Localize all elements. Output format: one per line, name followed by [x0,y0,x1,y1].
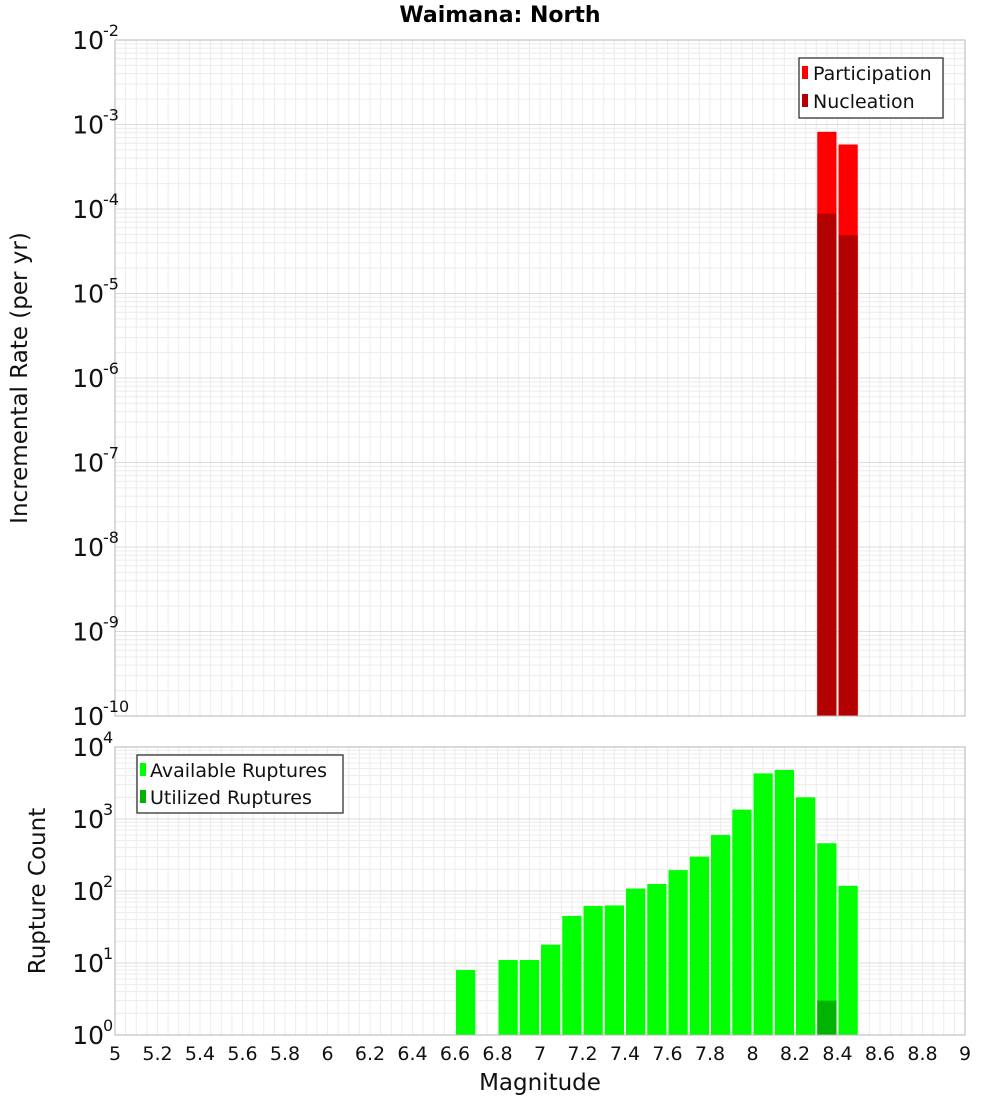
bottom-bar-available-ruptures [838,885,858,1035]
x-tick-label: 8.2 [780,1043,810,1065]
x-tick-label: 6 [321,1043,333,1065]
legend-swatch-nucleation [802,94,808,107]
bottom-bar-available-ruptures [647,884,667,1035]
bottom-bar-available-ruptures [774,769,794,1035]
x-tick-label: 8.6 [865,1043,895,1065]
x-tick-label: 7.4 [610,1043,640,1065]
top-bars [817,131,858,717]
legend-label-utilized: Utilized Ruptures [150,787,312,809]
bottom-y-tick-exponent: 3 [103,800,113,819]
legend-label-nucleation: Nucleation [813,91,915,113]
top-y-tick-base: 10 [72,533,104,562]
x-tick-label: 7.2 [567,1043,597,1065]
x-tick-label: 6.6 [440,1043,470,1065]
bottom-bar-available-ruptures [753,773,773,1035]
bottom-y-tick-exponent: 0 [103,1016,113,1035]
bottom-bar-available-ruptures [711,834,731,1035]
x-tick-label: 9 [959,1043,971,1065]
top-legend-box [798,57,944,119]
bottom-plot-frame [114,746,966,1036]
legend-swatch-utilized [140,790,146,803]
x-axis-title: Magnitude [479,1070,601,1096]
bottom-bars [456,769,858,1035]
bottom-bar-available-ruptures [604,905,624,1035]
legend-swatch-available [140,763,146,776]
bottom-legend-box [136,754,344,814]
x-tick-label: 5.2 [142,1043,172,1065]
bottom-y-tick-base: 10 [72,877,104,906]
x-tick-label: 7.6 [652,1043,682,1065]
x-tick-label: 5.6 [227,1043,257,1065]
bottom-y-tick-base: 10 [72,949,104,978]
bottom-bar-available-ruptures [626,888,646,1035]
top-y-tick-exponent: -7 [103,444,119,463]
bottom-bar-utilized-ruptures [817,1000,837,1035]
top-y-tick-base: 10 [72,618,104,647]
bottom-bar-available-ruptures [498,960,518,1035]
chart-title: Waimana: North [399,3,600,28]
bottom-y-tick-exponent: 4 [103,728,113,747]
top-y-tick-exponent: -6 [103,359,119,378]
legend-swatch-participation [802,66,808,79]
bottom-y-tick-base: 10 [72,805,104,834]
x-tick-label: 8.4 [822,1043,852,1065]
bottom-y-tick-base: 10 [72,1021,104,1050]
bottom-bar-available-ruptures [689,856,709,1035]
top-plot-frame [114,39,966,717]
bottom-legend: Available Ruptures Utilized Ruptures [136,754,344,814]
legend-label-participation: Participation [813,63,932,85]
top-legend: Participation Nucleation [798,57,944,119]
top-y-tick-exponent: -5 [103,275,119,294]
top-y-tick-labels: 10-210-310-410-510-610-710-810-910-10 [72,21,129,731]
bottom-bar-available-ruptures [796,797,816,1035]
top-y-tick-base: 10 [72,449,104,478]
x-tick-label: 5.4 [185,1043,215,1065]
top-y-tick-exponent: -2 [103,21,119,40]
bottom-bar-available-ruptures [541,944,561,1035]
legend-label-available: Available Ruptures [150,760,327,782]
x-tick-label: 8 [746,1043,758,1065]
top-panel: 10-210-310-410-510-610-710-810-910-10 In… [7,21,966,731]
bottom-bar-available-ruptures [519,960,539,1035]
bottom-y-tick-exponent: 1 [103,944,113,963]
bottom-bar-available-ruptures [456,969,476,1035]
top-y-tick-exponent: -8 [103,528,119,547]
x-tick-label: 5.8 [270,1043,300,1065]
x-tick-label: 5 [109,1043,121,1065]
top-y-tick-exponent: -3 [103,106,119,125]
top-y-tick-base: 10 [72,364,104,393]
top-y-tick-exponent: -9 [103,613,119,632]
top-bar-nucleation [817,213,837,716]
x-tick-labels: 5 5.2 5.4 5.6 5.8 6 6.2 6.4 6.6 6.8 7 7.2 7.4 7.6 7.8 8… [109,1043,971,1065]
top-y-axis-title: Incremental Rate (per yr) [7,232,33,524]
bottom-bar-available-ruptures [668,870,688,1035]
x-tick-label: 6.4 [397,1043,427,1065]
bottom-bar-available-ruptures [562,915,582,1035]
top-y-tick-base: 10 [72,111,104,140]
x-tick-label: 7.8 [695,1043,725,1065]
top-y-tick-base: 10 [72,26,104,55]
bottom-bar-available-ruptures [732,809,752,1035]
x-tick-label: 8.8 [907,1043,937,1065]
top-y-tick-base: 10 [72,195,104,224]
top-y-tick-exponent: -4 [103,190,119,209]
top-y-tick-exponent: -10 [103,697,129,716]
x-tick-label: 7 [534,1043,546,1065]
top-y-tick-base: 10 [72,280,104,309]
bottom-y-tick-base: 10 [72,733,104,762]
bottom-bar-available-ruptures [817,843,837,1035]
top-gridlines [114,40,966,717]
x-tick-label: 6.8 [482,1043,512,1065]
top-bar-nucleation [838,235,858,716]
top-y-tick-base: 10 [72,702,104,731]
bottom-y-axis-title: Rupture Count [25,808,51,974]
bottom-y-tick-exponent: 2 [103,872,113,891]
bottom-bar-available-ruptures [583,905,603,1035]
x-tick-label: 6.2 [355,1043,385,1065]
